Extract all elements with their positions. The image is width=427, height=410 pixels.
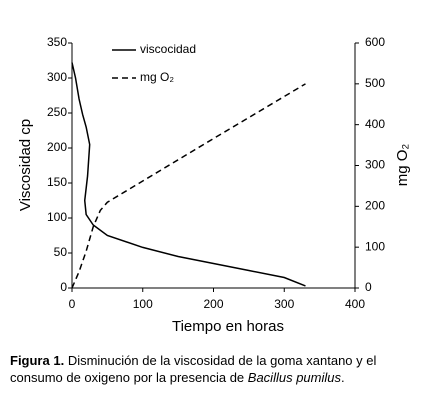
x-tick-label: 200 bbox=[203, 297, 223, 311]
legend-label: mg O₂ bbox=[140, 70, 174, 84]
y-tick-label: 100 bbox=[47, 210, 67, 224]
y-tick-label: 300 bbox=[47, 70, 67, 84]
x-axis-title: Tiempo en horas bbox=[172, 318, 284, 335]
y2-tick-label: 200 bbox=[365, 199, 385, 213]
y-tick-label: 0 bbox=[60, 280, 67, 294]
caption-text: Disminución de la viscosidad de la goma … bbox=[10, 353, 377, 385]
y-tick-label: 50 bbox=[54, 245, 68, 259]
x-tick-label: 400 bbox=[345, 297, 365, 311]
y-tick-label: 350 bbox=[47, 35, 67, 49]
x-tick-label: 300 bbox=[274, 297, 294, 311]
caption-label: Figura 1. bbox=[10, 353, 65, 368]
y-tick-label: 250 bbox=[47, 105, 67, 119]
y2-tick-label: 0 bbox=[365, 280, 372, 294]
y2-tick-label: 400 bbox=[365, 117, 385, 131]
series-line bbox=[71, 83, 306, 289]
y-tick-label: 200 bbox=[47, 140, 67, 154]
y-axis-title: Viscosidad cp bbox=[17, 119, 34, 211]
x-tick-label: 100 bbox=[133, 297, 153, 311]
y2-tick-label: 500 bbox=[365, 76, 385, 90]
y2-tick-label: 300 bbox=[365, 158, 385, 172]
caption-species: Bacillus pumilus bbox=[247, 370, 341, 385]
caption: Figura 1. Disminución de la viscosidad d… bbox=[10, 352, 420, 386]
x-tick-label: 0 bbox=[69, 297, 76, 311]
y2-axis-title: mg O₂ bbox=[394, 144, 411, 187]
series-line bbox=[71, 62, 306, 287]
caption-end: . bbox=[340, 370, 345, 385]
y-tick-label: 150 bbox=[47, 175, 67, 189]
y2-tick-label: 600 bbox=[365, 35, 385, 49]
chart: Tiempo en horas Viscosidad cp mg O₂ 0 50 1… bbox=[17, 35, 411, 335]
y2-tick-label: 100 bbox=[365, 239, 385, 253]
legend-label: viscocidad bbox=[140, 42, 196, 56]
